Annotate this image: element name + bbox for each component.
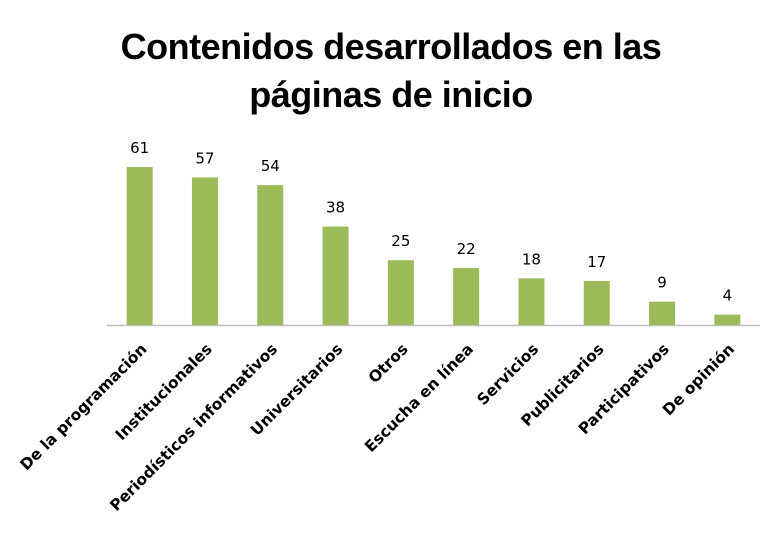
data-label-6: 18 xyxy=(522,250,541,268)
category-label-5: Escucha en línea xyxy=(361,340,477,456)
bar-2 xyxy=(257,185,284,325)
data-label-7: 17 xyxy=(587,253,606,271)
bar-5 xyxy=(453,268,480,325)
bar-9 xyxy=(714,314,741,325)
chart-title-line-1: Contenidos desarrollados en las xyxy=(120,26,662,67)
bar-7 xyxy=(583,280,610,325)
bar-0 xyxy=(126,167,153,325)
bar-6 xyxy=(518,278,545,325)
data-label-3: 38 xyxy=(326,199,345,217)
data-label-5: 22 xyxy=(457,240,476,258)
category-label-6: Servicios xyxy=(474,340,543,409)
data-label-8: 9 xyxy=(657,274,667,292)
data-label-1: 57 xyxy=(195,149,214,167)
bar-1 xyxy=(191,177,218,325)
bar-4 xyxy=(387,260,414,325)
bar-3 xyxy=(322,226,349,325)
category-label-0: De la programación xyxy=(17,340,151,474)
data-label-4: 25 xyxy=(391,232,410,250)
bar-8 xyxy=(649,301,676,325)
data-label-0: 61 xyxy=(130,139,149,157)
data-label-2: 54 xyxy=(261,157,280,175)
category-label-4: Otros xyxy=(365,340,412,387)
chart-title-line-2: páginas de inicio xyxy=(249,74,533,115)
data-label-9: 4 xyxy=(723,287,733,305)
